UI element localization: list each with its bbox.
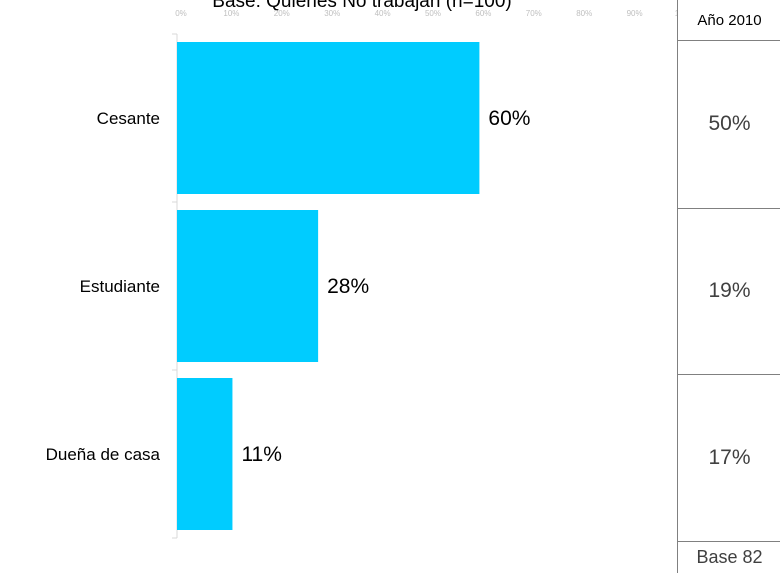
category-label: Estudiante	[80, 277, 160, 296]
value-label: 60%	[488, 107, 530, 130]
category-label: Cesante	[97, 109, 160, 128]
x-axis: 0% 10% 20% 30% 40% 50% 60% 70% 80% 90% 100%	[175, 9, 677, 18]
chart-title: Base: Quienes No trabajan (n=100)	[212, 0, 511, 12]
bar-chart: Base: Quienes No trabajan (n=100) 0% 10% 2…	[46, 0, 677, 539]
comparison-divider	[678, 207, 780, 209]
x-tick-label: 30%	[324, 9, 340, 18]
comparison-value: 50%	[708, 112, 751, 136]
category-label: Dueña de casa	[46, 445, 161, 464]
comparison-panel: Año 2010 50% 19% 17% Base 82	[677, 0, 780, 573]
x-tick-label: 80%	[576, 9, 592, 18]
comparison-value: 19%	[708, 278, 751, 302]
value-label: 11%	[241, 443, 281, 466]
bar	[177, 210, 319, 362]
comparison-divider	[678, 541, 780, 542]
x-tick-label: 50%	[425, 9, 441, 18]
x-tick-label: 90%	[627, 9, 643, 18]
bars: Cesante 60% Estudiante 28% Dueña de casa 11%	[46, 33, 530, 539]
comparison-value: 17%	[708, 445, 751, 469]
x-tick-label: 40%	[375, 9, 391, 18]
x-tick-label: 100%	[675, 9, 677, 18]
x-tick-label: 0%	[175, 9, 187, 18]
comparison-divider	[678, 374, 780, 376]
bar	[177, 378, 233, 530]
x-tick-label: 70%	[526, 9, 542, 18]
value-label: 28%	[327, 275, 369, 298]
x-tick-label: 20%	[274, 9, 290, 18]
bar	[177, 42, 480, 194]
x-tick-label: 60%	[475, 9, 491, 18]
x-tick-label: 10%	[223, 9, 239, 18]
comparison-header: Año 2010	[678, 0, 780, 41]
comparison-base: Base 82	[696, 547, 763, 567]
